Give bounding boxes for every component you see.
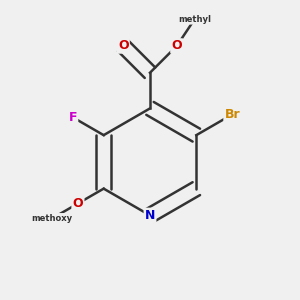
- Text: O: O: [118, 40, 129, 52]
- Text: F: F: [68, 111, 77, 124]
- Text: Br: Br: [225, 108, 240, 121]
- Text: methoxy: methoxy: [32, 214, 73, 223]
- Text: methyl: methyl: [178, 15, 211, 24]
- Text: N: N: [145, 209, 155, 222]
- Text: O: O: [171, 40, 182, 52]
- Text: O: O: [73, 197, 83, 210]
